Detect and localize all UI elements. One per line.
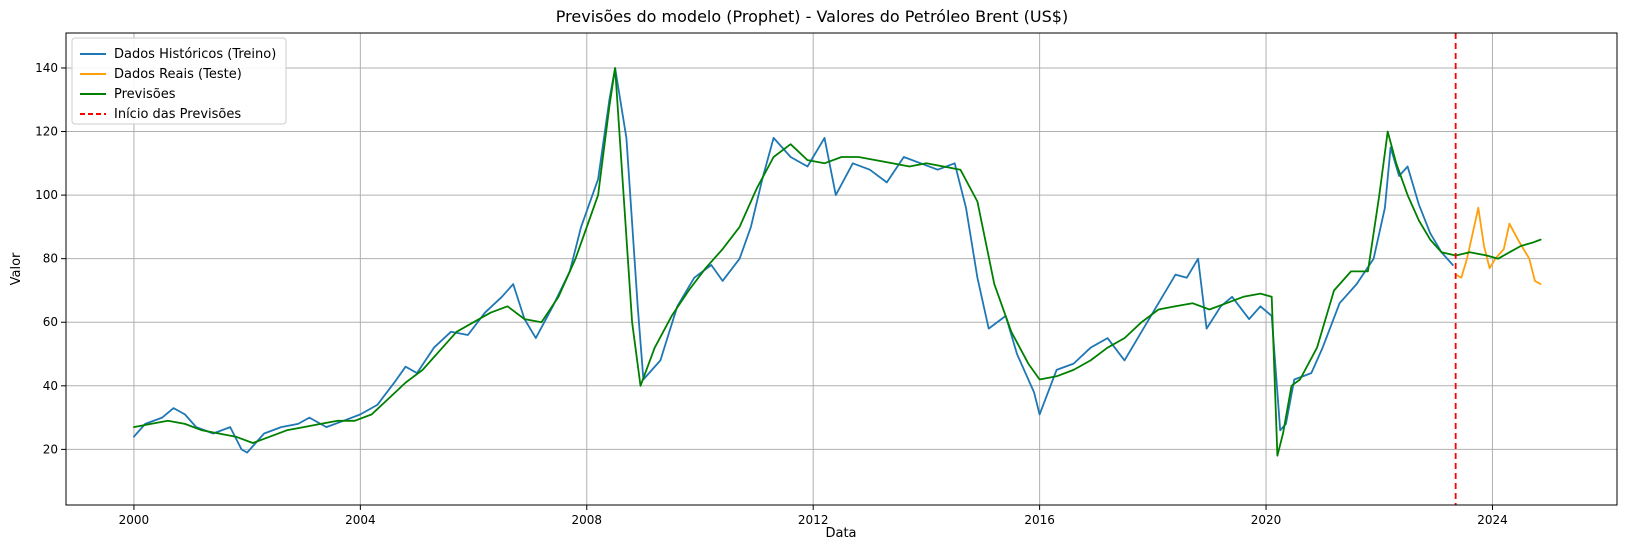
x-tick-label: 2012 xyxy=(798,513,829,527)
x-tick-label: 2004 xyxy=(345,513,376,527)
y-tick-label: 100 xyxy=(35,188,58,202)
x-tick-label: 2020 xyxy=(1251,513,1282,527)
y-tick-label: 20 xyxy=(43,442,58,456)
plot-frame xyxy=(65,32,1618,506)
y-axis-ticks: 20 40 60 80 100 120 140 xyxy=(35,61,66,456)
forecast-series-line xyxy=(132,67,1542,457)
legend-box xyxy=(71,37,287,125)
y-axis-label: Valor xyxy=(9,252,24,285)
legend-label: Previsões xyxy=(114,87,176,102)
x-tick-label: 2008 xyxy=(572,513,603,527)
series-layer xyxy=(132,67,1542,457)
x-axis-label: Data xyxy=(825,526,856,541)
legend-label: Dados Históricos (Treino) xyxy=(114,47,276,62)
y-tick-label: 40 xyxy=(43,379,58,393)
y-tick-label: 80 xyxy=(43,252,58,266)
x-tick-label: 2016 xyxy=(1024,513,1055,527)
legend-label: Início das Previsões xyxy=(114,107,241,122)
x-axis-ticks: 2000 2004 2008 2012 2016 2020 2024 xyxy=(119,505,1508,527)
x-tick-label: 2000 xyxy=(119,513,150,527)
chart-title: Previsões do modelo (Prophet) - Valores … xyxy=(556,7,1068,26)
x-tick-label: 2024 xyxy=(1477,513,1508,527)
grid-lines xyxy=(66,33,1617,505)
chart-legend: Dados Históricos (Treino) Dados Reais (Te… xyxy=(71,37,287,125)
y-tick-label: 140 xyxy=(35,61,58,75)
y-tick-label: 120 xyxy=(35,125,58,139)
legend-label: Dados Reais (Teste) xyxy=(114,67,242,82)
y-tick-label: 60 xyxy=(43,315,58,329)
